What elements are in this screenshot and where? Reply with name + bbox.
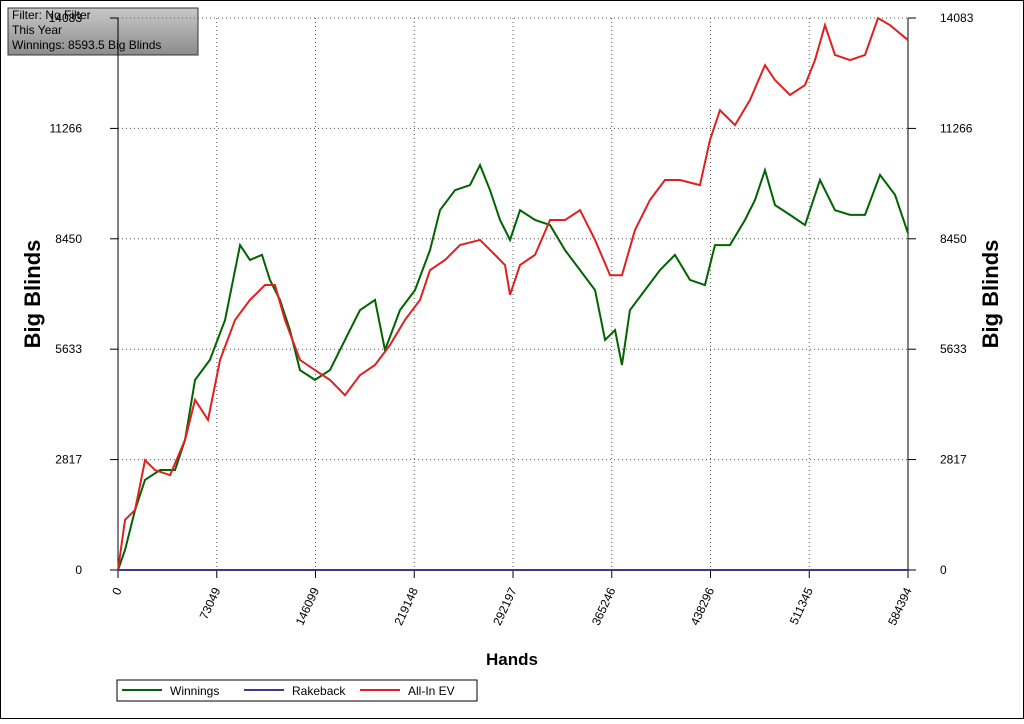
y2-tick-label: 8450 — [940, 232, 967, 246]
y2-axis-title: Big Blinds — [978, 240, 1003, 349]
y-tick-label: 2817 — [55, 453, 82, 467]
legend-label: Rakeback — [292, 684, 346, 698]
legend-label: All-In EV — [408, 684, 455, 698]
y2-tick-label: 14083 — [940, 11, 974, 25]
legend-label: Winnings — [170, 684, 219, 698]
y2-tick-label: 2817 — [940, 453, 967, 467]
y-tick-label: 0 — [75, 563, 82, 577]
x-axis-title: Hands — [486, 650, 538, 669]
info-winnings: Winnings: 8593.5 Big Blinds — [12, 38, 161, 52]
info-period: This Year — [12, 23, 62, 37]
series-line — [117, 162, 909, 571]
legend — [116, 679, 478, 702]
y-axis-title: Big Blinds — [20, 240, 45, 349]
y-tick-label: 5633 — [55, 342, 82, 356]
y2-tick-label: 0 — [940, 563, 947, 577]
y2-tick-label: 5633 — [940, 342, 967, 356]
y-tick-label: 11266 — [50, 121, 83, 135]
info-filter: Filter: No Filter — [12, 8, 91, 22]
y2-tick-label: 11266 — [940, 121, 973, 135]
y-tick-label: 14083 — [49, 11, 83, 25]
y-tick-label: 8450 — [55, 232, 82, 246]
info-box — [7, 7, 199, 56]
series-line — [117, 16, 909, 571]
